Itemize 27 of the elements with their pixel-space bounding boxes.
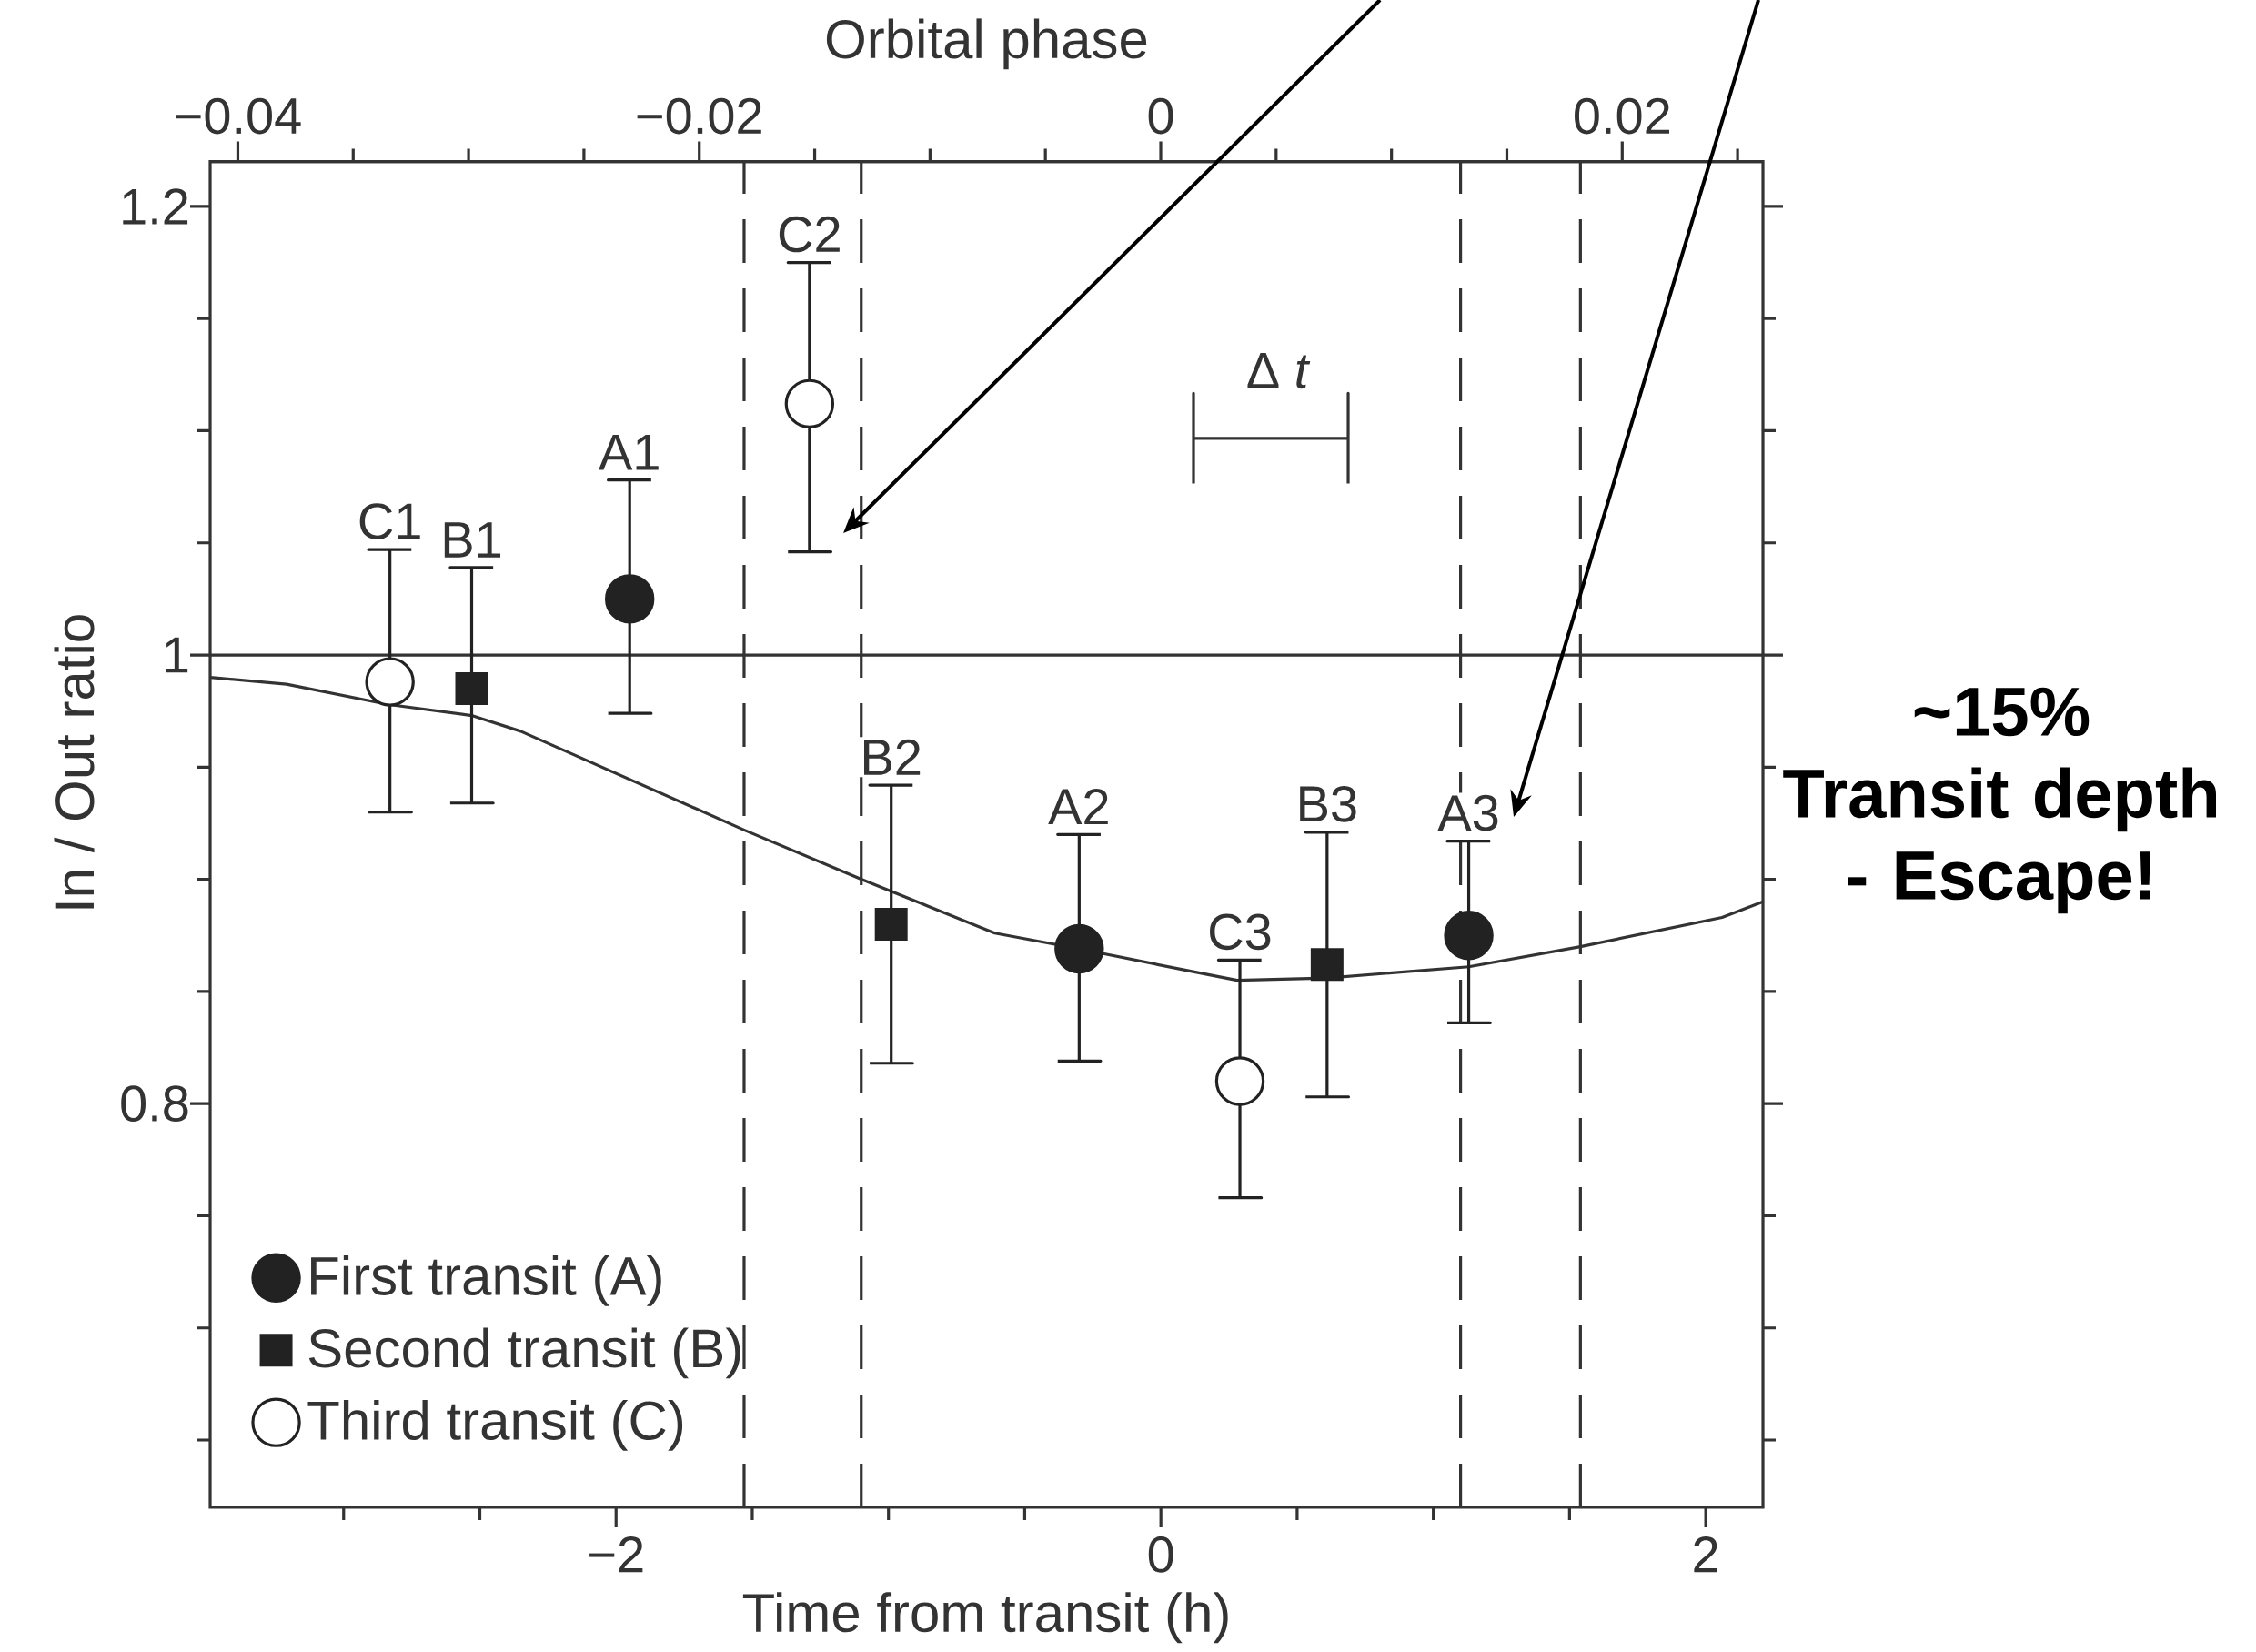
x-tick-label: 0 [1148, 1536, 1173, 1573]
annotation: C3 [1210, 913, 1271, 951]
legend-label: Third transit (C) [307, 1399, 683, 1451]
annotation: A2 [1048, 788, 1108, 825]
x2-tick-label: 0 [1148, 97, 1173, 135]
x2-axis-title: Orbital phase [826, 18, 1147, 70]
x-axis-title: Time from transit (h) [742, 1592, 1228, 1644]
annotation: C1 [359, 503, 420, 539]
annotation: B2 [864, 739, 921, 775]
annotation: B3 [1300, 785, 1356, 822]
y-tick-label: 1 [166, 637, 188, 673]
annotation: A1 [599, 434, 659, 470]
annotation: C2 [779, 216, 840, 253]
annotation: Δ t [1247, 353, 1311, 389]
y-tick-label: 1.2 [123, 188, 188, 225]
annotation: B1 [444, 522, 501, 558]
x2-tick-label: 0.02 [1574, 97, 1669, 135]
x2-tick-label: −0.04 [176, 97, 301, 135]
text: ~15% Transit depth - Escape! [1783, 687, 2217, 914]
annotation: A3 [1437, 794, 1498, 831]
x-tick-label: 2 [1694, 1536, 1717, 1573]
y-axis-title: In / Out ratio [54, 615, 95, 909]
legend-label: Second transit (B) [308, 1327, 740, 1379]
x2-tick-label: −0.02 [637, 97, 761, 135]
x-tick-label: −2 [589, 1536, 643, 1573]
legend-label: First transit (A) [311, 1254, 661, 1306]
y-tick-label: 0.8 [121, 1085, 188, 1123]
